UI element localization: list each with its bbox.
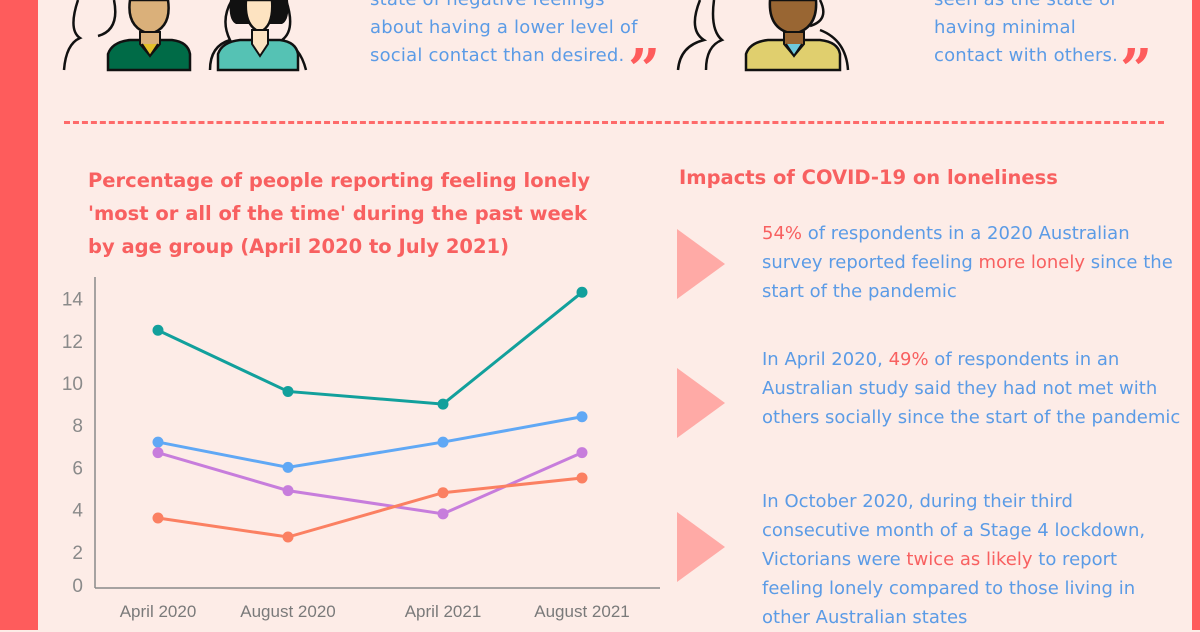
y-tick-label: 6 bbox=[72, 458, 83, 479]
y-tick-label: 0 bbox=[72, 576, 83, 597]
quote-line: state of negative feelings bbox=[370, 0, 638, 14]
people-illustration-left bbox=[62, 0, 308, 72]
data-point bbox=[282, 531, 294, 543]
highlight-text: twice as likely bbox=[906, 549, 1033, 570]
data-point bbox=[576, 447, 588, 459]
quote-line: having minimal bbox=[934, 17, 1076, 38]
quote-line: contact with others. bbox=[934, 45, 1119, 66]
highlight-text: more lonely bbox=[978, 252, 1086, 273]
left-accent-bar bbox=[0, 0, 38, 630]
y-tick-label: 2 bbox=[72, 543, 83, 564]
highlight-text: 54% bbox=[762, 223, 803, 244]
x-tick-label: August 2021 bbox=[534, 602, 629, 621]
data-point bbox=[152, 324, 164, 336]
line-chart: 0 2 4 6 8 10 12 14 April 2020 August 2020 April 20… bbox=[62, 277, 660, 621]
data-point bbox=[282, 485, 294, 497]
chart-title: Percentage of people reporting feeling l… bbox=[88, 164, 590, 263]
chart-title-line: by age group (April 2020 to July 2021) bbox=[88, 235, 510, 258]
chart-title-line: Percentage of people reporting feeling l… bbox=[88, 169, 591, 192]
data-point bbox=[576, 472, 588, 484]
fact-1: 54% of respondents in a 2020 Australian … bbox=[762, 219, 1182, 306]
fact-text: of respondents in a 2020 Australian surv… bbox=[762, 223, 1130, 273]
data-point bbox=[282, 385, 294, 397]
series-line bbox=[157, 291, 583, 406]
x-tick-label: April 2021 bbox=[405, 602, 482, 621]
triangle-bullet-icon bbox=[677, 368, 725, 438]
data-point bbox=[152, 447, 164, 459]
data-point bbox=[437, 487, 449, 499]
quote-line: seen as the state of bbox=[934, 0, 1118, 14]
quote-line: about having a lower level of bbox=[370, 17, 638, 38]
data-point bbox=[576, 286, 588, 298]
data-point bbox=[152, 512, 164, 524]
chart-title-line: 'most or all of the time' during the pas… bbox=[88, 202, 587, 225]
fact-2: In April 2020, 49% of respondents in an … bbox=[762, 345, 1182, 432]
series-line bbox=[157, 476, 583, 539]
fact-text: of respondents in an Australian study sa… bbox=[762, 349, 1181, 428]
fact-text: since the start of the pandemic bbox=[762, 252, 1173, 302]
dashed-divider bbox=[64, 121, 1164, 124]
closing-quote-mark: ” bbox=[628, 37, 661, 103]
fact-text: In October 2020, during their third cons… bbox=[762, 491, 1146, 570]
right-accent-bar bbox=[1192, 0, 1200, 630]
data-point bbox=[437, 398, 449, 410]
x-tick-label: August 2020 bbox=[240, 602, 335, 621]
triangle-bullet-icon bbox=[677, 229, 725, 299]
y-tick-label: 10 bbox=[62, 374, 83, 395]
closing-quote-mark: ” bbox=[1120, 37, 1153, 103]
quote-left: state of negative feelings about having … bbox=[370, 0, 638, 70]
fact-text: In April 2020, bbox=[762, 349, 889, 370]
data-point bbox=[576, 411, 588, 423]
quote-right: seen as the state of having minimal cont… bbox=[934, 0, 1118, 70]
y-tick-label: 8 bbox=[72, 416, 83, 437]
data-point bbox=[152, 436, 164, 448]
series-line bbox=[157, 415, 583, 469]
y-tick-label: 14 bbox=[62, 290, 84, 311]
series-line bbox=[157, 451, 583, 516]
people-illustration-right bbox=[676, 0, 850, 72]
triangle-bullet-icon bbox=[677, 512, 725, 582]
data-point bbox=[282, 461, 294, 473]
quote-line: social contact than desired. bbox=[370, 45, 625, 66]
data-point bbox=[437, 436, 449, 448]
x-tick-label: April 2020 bbox=[120, 602, 197, 621]
data-point bbox=[437, 508, 449, 520]
y-tick-label: 4 bbox=[72, 501, 83, 522]
y-tick-label: 12 bbox=[62, 332, 83, 353]
highlight-text: 49% bbox=[888, 349, 929, 370]
impacts-title: Impacts of COVID-19 on loneliness bbox=[679, 166, 1058, 189]
fact-text: to report feeling lonely compared to tho… bbox=[762, 549, 1136, 628]
fact-3: In October 2020, during their third cons… bbox=[762, 487, 1182, 632]
